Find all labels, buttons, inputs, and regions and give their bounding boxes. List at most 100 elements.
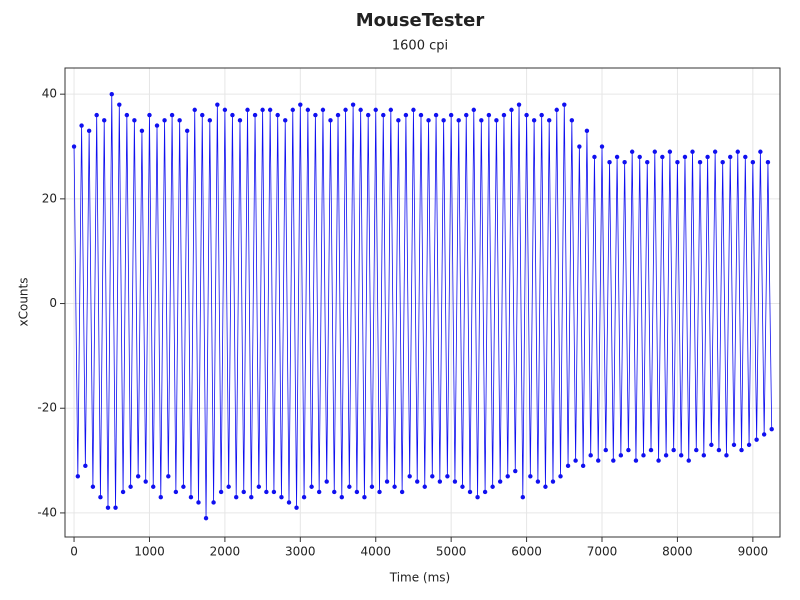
- data-point: [746, 442, 752, 448]
- data-point: [196, 500, 201, 505]
- data-point: [158, 495, 163, 500]
- y-tick-label: 40: [42, 87, 57, 101]
- y-tick-label: 0: [49, 296, 57, 310]
- data-point: [697, 160, 703, 165]
- data-point: [279, 495, 284, 500]
- data-point: [505, 474, 510, 479]
- data-point: [105, 505, 111, 510]
- data-point: [494, 118, 499, 123]
- data-point: [675, 160, 680, 165]
- data-point: [260, 107, 265, 113]
- data-point: [479, 118, 484, 123]
- data-point: [471, 107, 476, 113]
- data-point: [671, 447, 676, 453]
- data-point: [569, 118, 575, 123]
- data-point: [648, 447, 654, 453]
- data-point: [249, 495, 254, 500]
- data-point: [724, 453, 729, 458]
- data-point: [324, 479, 329, 484]
- data-point: [550, 479, 556, 484]
- data-point: [705, 154, 710, 160]
- data-point: [192, 107, 197, 113]
- data-point: [622, 160, 627, 165]
- data-point: [109, 91, 114, 97]
- data-point: [513, 468, 518, 474]
- data-point: [305, 107, 311, 113]
- data-point: [188, 495, 194, 500]
- data-point: [501, 112, 507, 118]
- data-point: [445, 474, 450, 479]
- data-point: [599, 144, 605, 149]
- data-point: [467, 489, 473, 495]
- data-point: [437, 479, 443, 484]
- data-point: [222, 107, 228, 113]
- data-point: [554, 107, 559, 113]
- data-point: [143, 479, 148, 484]
- data-point: [611, 458, 616, 463]
- data-point: [497, 479, 503, 484]
- data-point: [211, 500, 216, 505]
- x-tick-label: 0: [70, 545, 78, 559]
- data-point: [128, 484, 133, 489]
- data-point: [524, 112, 529, 118]
- data-point: [475, 495, 480, 500]
- x-axis-label: Time (ms): [389, 571, 451, 585]
- data-point: [320, 107, 326, 113]
- data-point: [516, 102, 522, 107]
- data-point: [358, 107, 363, 113]
- data-point: [267, 107, 273, 113]
- data-point: [547, 118, 552, 123]
- data-point: [301, 495, 307, 500]
- data-point: [117, 102, 122, 107]
- data-point: [686, 458, 691, 463]
- data-point: [460, 484, 465, 489]
- data-point: [230, 112, 235, 118]
- data-point: [388, 107, 394, 113]
- data-point: [184, 128, 190, 134]
- data-point: [166, 474, 171, 479]
- chart-title: MouseTester: [356, 10, 485, 31]
- data-point: [739, 447, 744, 453]
- y-tick-label: -40: [37, 505, 57, 519]
- data-point: [411, 107, 416, 113]
- data-point: [113, 505, 118, 510]
- data-point: [618, 453, 624, 458]
- data-point: [592, 154, 597, 160]
- data-point: [765, 160, 771, 165]
- data-point: [399, 489, 405, 495]
- data-point: [234, 495, 239, 500]
- data-point: [215, 102, 220, 107]
- data-point: [403, 112, 409, 118]
- data-point: [290, 107, 295, 113]
- data-point: [83, 463, 88, 469]
- data-point: [735, 149, 740, 154]
- data-point: [482, 489, 488, 495]
- data-point: [373, 107, 378, 113]
- data-point: [135, 474, 141, 479]
- data-point: [90, 484, 96, 489]
- data-point: [520, 495, 526, 500]
- x-tick-label: 7000: [587, 545, 618, 559]
- data-point: [656, 458, 661, 463]
- data-point: [147, 112, 152, 118]
- data-point: [71, 144, 77, 149]
- data-point: [641, 453, 646, 458]
- data-point: [750, 160, 756, 165]
- data-point: [237, 118, 243, 123]
- data-point: [86, 128, 92, 134]
- data-point: [426, 118, 431, 123]
- x-tick-label: 5000: [436, 545, 467, 559]
- x-tick-label: 2000: [210, 545, 241, 559]
- data-point: [694, 447, 699, 453]
- data-point: [754, 437, 759, 442]
- data-point: [177, 118, 182, 123]
- data-point: [701, 453, 707, 458]
- data-point: [203, 515, 209, 521]
- data-point: [124, 112, 130, 118]
- y-axis-label: xCounts: [17, 278, 31, 327]
- data-point: [332, 489, 337, 495]
- data-point: [720, 160, 725, 165]
- data-point: [271, 489, 277, 495]
- y-tick-label: 20: [42, 191, 57, 205]
- data-point: [256, 484, 262, 489]
